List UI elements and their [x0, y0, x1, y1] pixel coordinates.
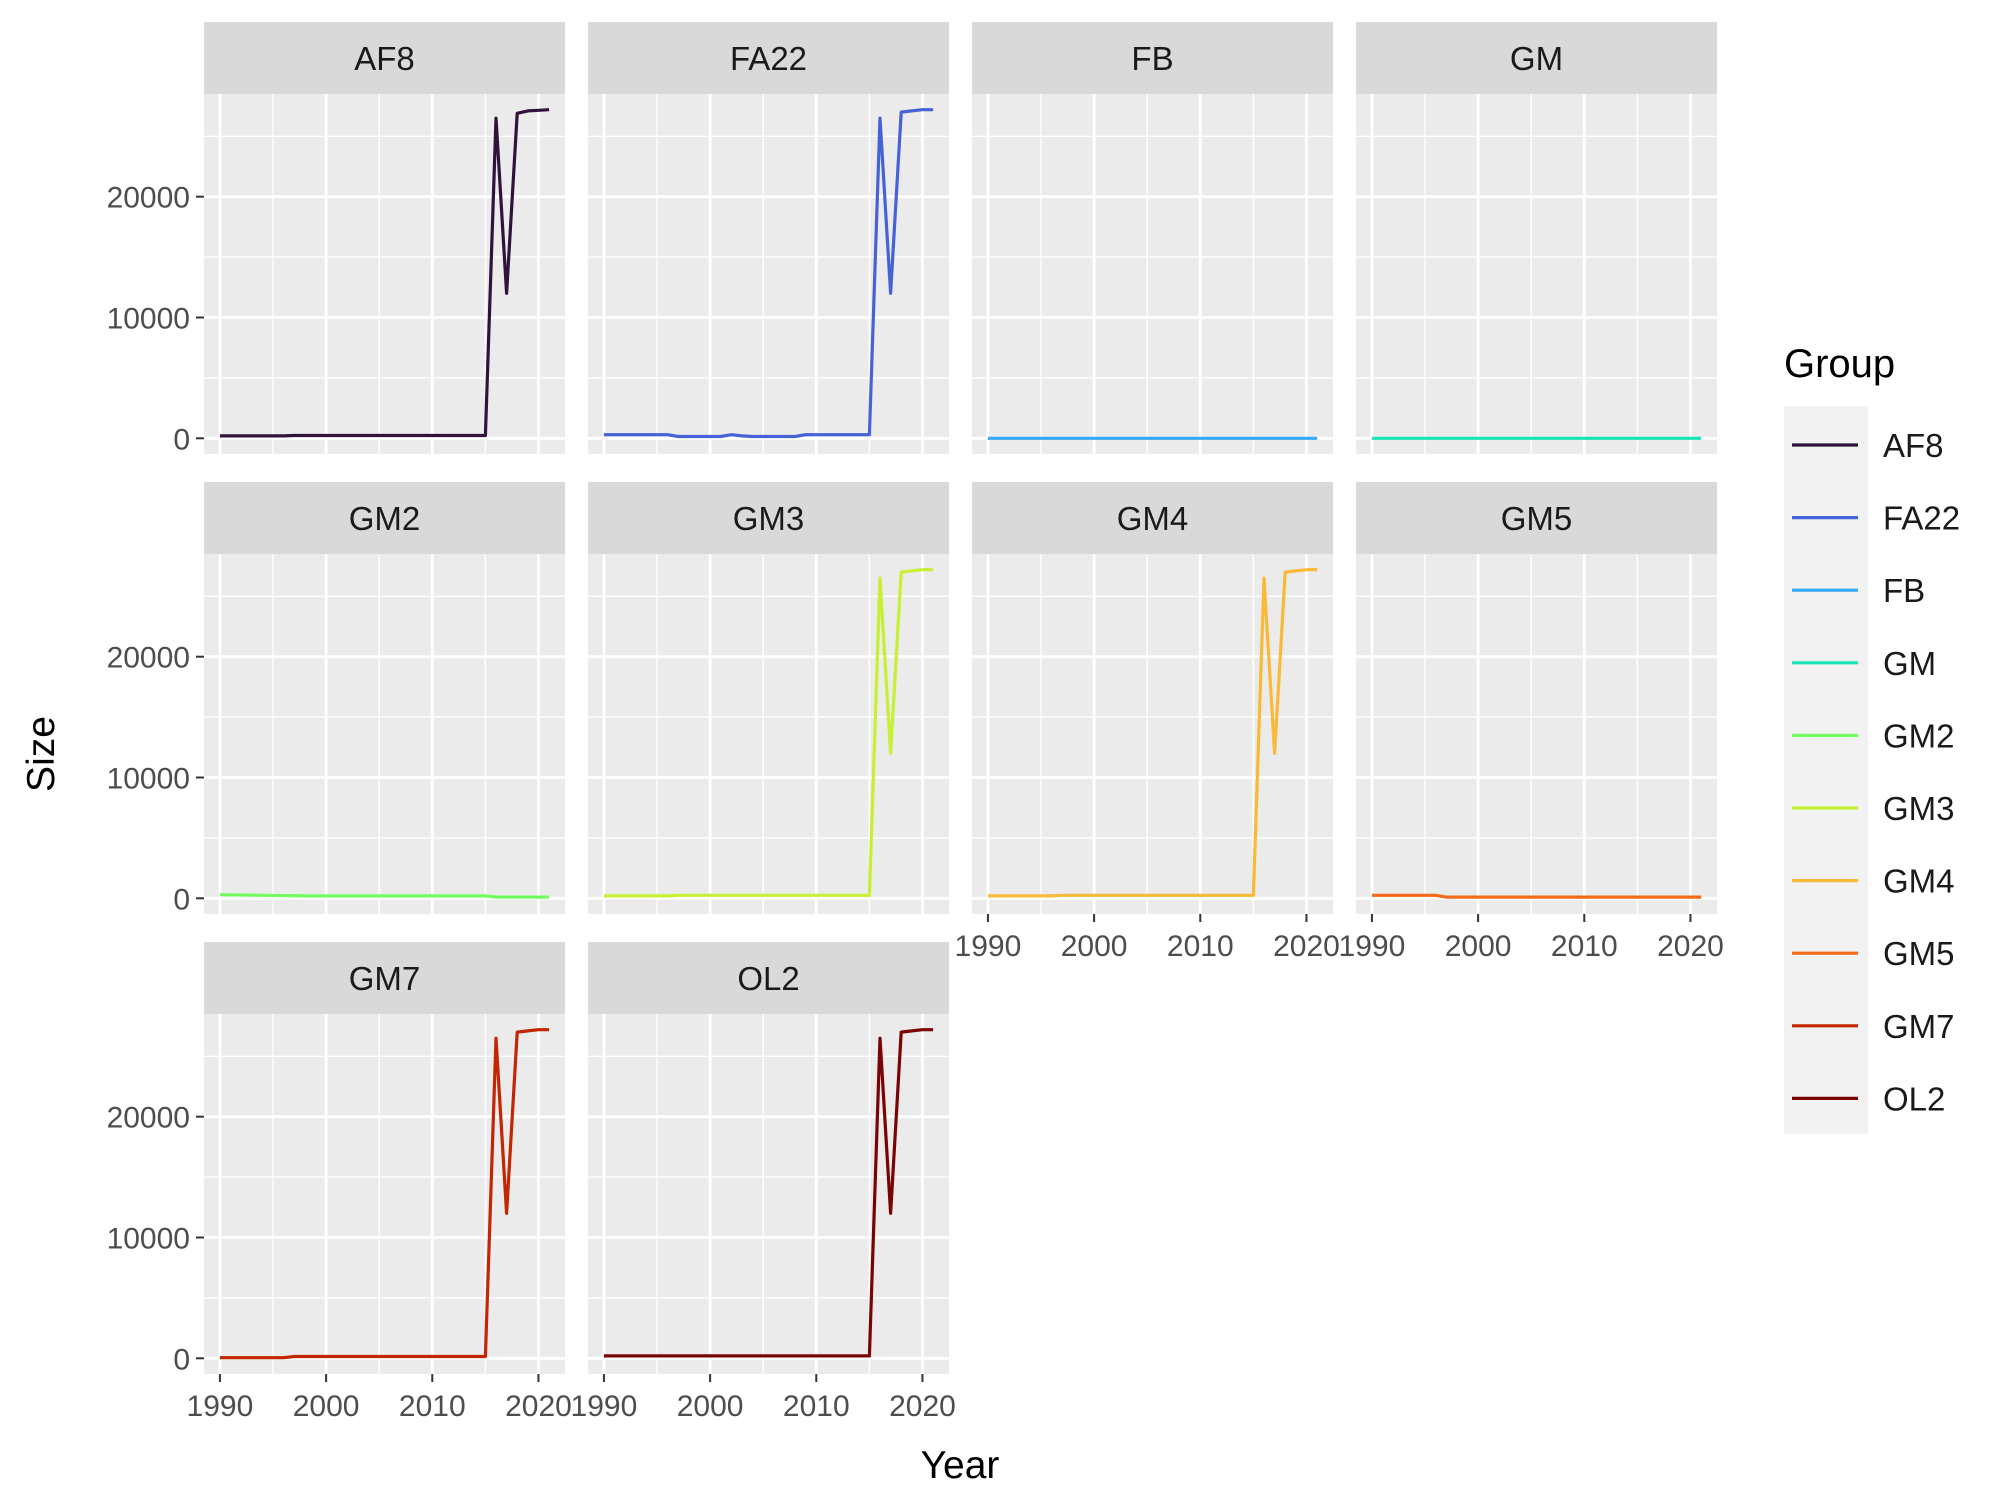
x-tick-label: 2020	[889, 1390, 956, 1423]
x-tick-label: 2000	[1061, 930, 1128, 963]
facet-strip-label-fa22: FA22	[730, 40, 807, 77]
y-tick-label: 0	[173, 423, 190, 456]
facet-strip-label-ol2: OL2	[737, 960, 799, 997]
x-tick-label: 2010	[783, 1390, 850, 1423]
x-tick-label: 1990	[571, 1390, 638, 1423]
x-tick-label: 2000	[293, 1390, 360, 1423]
facet-strip-gm	[1356, 22, 1717, 94]
x-tick-label: 2010	[399, 1390, 466, 1423]
legend-label-gm5: GM5	[1883, 935, 1955, 972]
x-tick-label: 2000	[677, 1390, 744, 1423]
facet-panel-fa22	[588, 94, 949, 454]
y-tick-label: 10000	[107, 302, 190, 335]
facet-strip-label-gm3: GM3	[733, 500, 805, 537]
facet-panel-gm	[1356, 94, 1717, 454]
legend-title: Group	[1784, 342, 1895, 386]
legend-label-gm4: GM4	[1883, 863, 1955, 900]
facet-strip-label-gm7: GM7	[349, 960, 421, 997]
facet-panel-gm5	[1356, 554, 1717, 914]
y-axis-title: Size	[20, 716, 63, 792]
facet-strip-af8	[204, 22, 565, 94]
facet-panel-gm3	[588, 554, 949, 914]
facet-strip-label-gm4: GM4	[1117, 500, 1189, 537]
facet-panel-ol2	[588, 1014, 949, 1374]
x-axis-title: Year	[921, 1444, 1000, 1487]
x-tick-label: 2010	[1551, 930, 1618, 963]
y-tick-label: 20000	[107, 1102, 190, 1135]
series-line-gm3	[603, 568, 934, 898]
legend-label-fb: FB	[1883, 572, 1925, 609]
facet-strip-label-gm5: GM5	[1501, 500, 1573, 537]
facet-panel-gm2	[204, 554, 565, 914]
x-tick-label: 1990	[187, 1390, 254, 1423]
legend-label-gm7: GM7	[1883, 1008, 1955, 1045]
legend-label-fa22: FA22	[1883, 500, 1960, 537]
facet-strip-gm3	[588, 482, 949, 554]
facet-strip-gm7	[204, 942, 565, 1014]
legend-label-gm2: GM2	[1883, 717, 1955, 754]
x-tick-label: 2000	[1445, 930, 1512, 963]
legend-key-background	[1784, 406, 1868, 1134]
x-tick-label: 1990	[1339, 930, 1406, 963]
legend-label-af8: AF8	[1883, 427, 1944, 464]
y-tick-label: 20000	[107, 182, 190, 215]
facet-strip-ol2	[588, 942, 949, 1014]
series-line-gm4	[987, 568, 1318, 898]
x-tick-label: 2020	[1657, 930, 1724, 963]
y-tick-label: 10000	[107, 762, 190, 795]
facet-panel-af8	[204, 94, 565, 454]
legend-label-ol2: OL2	[1883, 1080, 1945, 1117]
facet-strip-fb	[972, 22, 1333, 94]
legend-label-gm3: GM3	[1883, 790, 1955, 827]
facet-strip-fa22	[588, 22, 949, 94]
y-tick-label: 20000	[107, 642, 190, 675]
facet-strip-label-gm2: GM2	[349, 500, 421, 537]
y-tick-label: 10000	[107, 1222, 190, 1255]
x-tick-label: 2020	[505, 1390, 572, 1423]
facet-strip-label-fb: FB	[1131, 40, 1173, 77]
y-tick-label: 0	[173, 1343, 190, 1376]
x-tick-label: 2010	[1167, 930, 1234, 963]
series-line-gm2	[219, 893, 550, 899]
facet-panel-fb	[972, 94, 1333, 454]
facet-strip-gm2	[204, 482, 565, 554]
x-tick-label: 1990	[955, 930, 1022, 963]
facet-strip-label-gm: GM	[1510, 40, 1563, 77]
facet-strip-gm5	[1356, 482, 1717, 554]
legend-label-gm: GM	[1883, 645, 1936, 682]
x-tick-label: 2020	[1273, 930, 1340, 963]
facet-strip-label-af8: AF8	[354, 40, 415, 77]
series-line-ol2	[603, 1028, 934, 1358]
series-line-af8	[219, 108, 550, 438]
facet-panel-gm4	[972, 554, 1333, 914]
facet-panel-gm7	[204, 1014, 565, 1374]
series-line-gm7	[219, 1028, 550, 1360]
y-tick-label: 0	[173, 883, 190, 916]
facet-strip-gm4	[972, 482, 1333, 554]
series-line-gm5	[1371, 893, 1702, 899]
series-line-fa22	[603, 108, 934, 439]
